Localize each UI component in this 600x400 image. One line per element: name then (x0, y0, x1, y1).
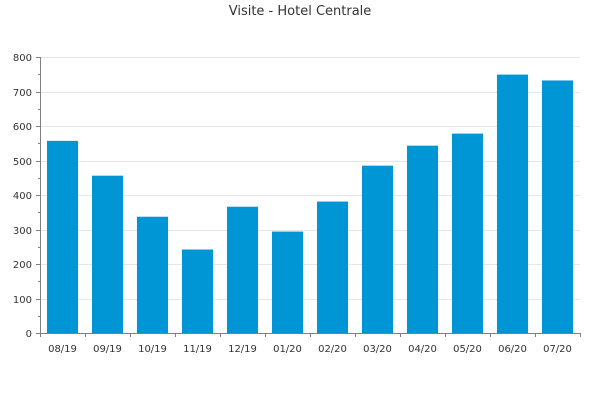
x-tick-label: 03/20 (363, 344, 392, 355)
x-tick-label: 02/20 (318, 344, 347, 355)
x-tick-label: 06/20 (498, 344, 527, 355)
x-tick-label: 11/19 (183, 344, 212, 355)
bar (181, 249, 214, 333)
y-tick-label: 500 (13, 157, 32, 168)
x-tick-label: 04/20 (408, 344, 437, 355)
bars (46, 74, 574, 334)
x-tick-label: 12/19 (228, 344, 257, 355)
chart-title: Visite - Hotel Centrale (228, 4, 372, 19)
bar (361, 165, 394, 333)
y-tick-label: 600 (13, 122, 32, 133)
x-tick-label: 05/20 (453, 344, 482, 355)
y-tick-label: 300 (13, 226, 32, 237)
x-tick-label: 10/19 (138, 344, 167, 355)
y-tick-label: 700 (13, 88, 32, 99)
x-tick-label: 09/19 (93, 344, 122, 355)
x-tick-label: 07/20 (543, 344, 572, 355)
bar (46, 140, 79, 333)
bar (91, 175, 124, 333)
bar (226, 206, 259, 333)
y-tick-label: 200 (13, 260, 32, 271)
bar (271, 231, 304, 333)
bar (406, 145, 439, 333)
y-tick-label: 0 (26, 329, 32, 340)
y-tick-label: 100 (13, 295, 32, 306)
gridlines (40, 57, 580, 300)
bar (541, 80, 574, 334)
tick-labels: 0 100 200 300 400 500 600 700 800 08/19 09/19 10/19… (13, 53, 572, 355)
bar (451, 133, 484, 333)
y-tick-label: 400 (13, 191, 32, 202)
x-tick-label: 08/19 (48, 344, 77, 355)
x-tick-label: 01/20 (273, 344, 302, 355)
axes (36, 57, 581, 337)
bar (316, 201, 349, 333)
y-tick-label: 800 (13, 53, 32, 64)
bar (136, 216, 169, 333)
bar (496, 74, 529, 333)
